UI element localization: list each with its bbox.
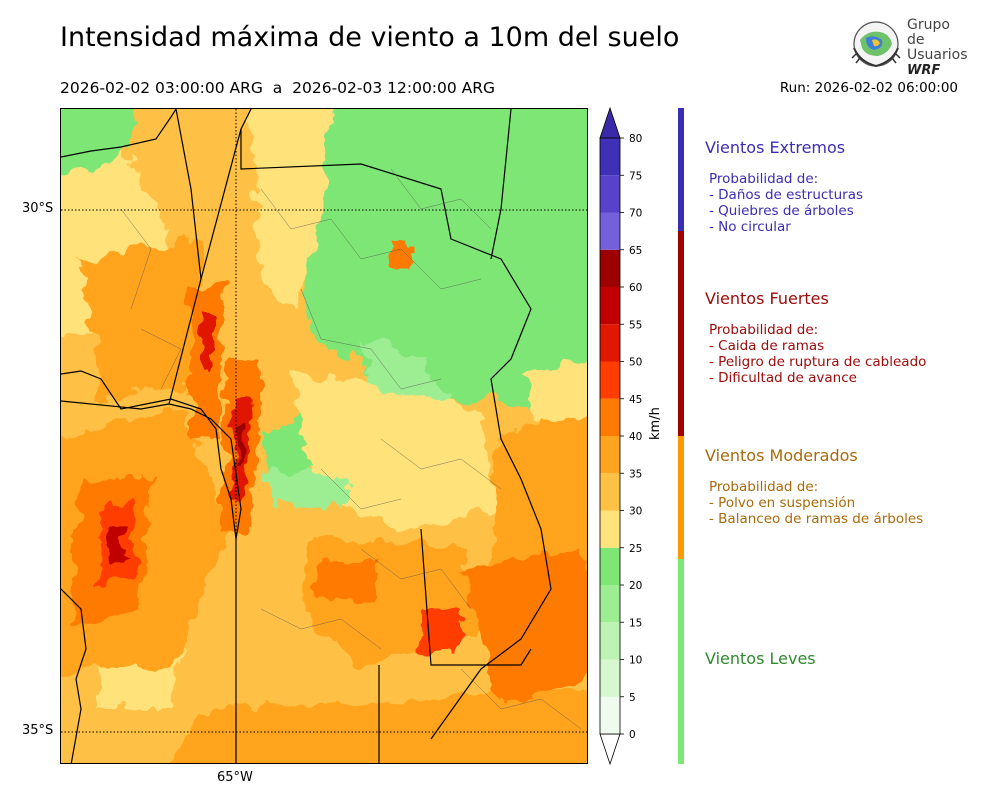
colorbar-bin-55-60 — [600, 287, 620, 325]
category-fuertes: Vientos Fuertes Probabilidad de: - Caida… — [705, 289, 926, 386]
colorbar-tick-label-45: 45 — [629, 394, 642, 406]
colorbar-unit: km/h — [648, 407, 663, 440]
colorbar-tick-label-15: 15 — [629, 617, 642, 629]
department-borders — [120, 168, 582, 730]
category-strip-1 — [678, 231, 684, 436]
colorbar-tick-label-70: 70 — [629, 208, 642, 220]
colorbar-bin-25-30 — [600, 510, 620, 548]
graticule — [61, 109, 587, 763]
colorbar-tick-label-55: 55 — [629, 319, 642, 331]
lon-label-65w: 65°W — [217, 770, 253, 785]
category-moderados-body: Probabilidad de: - Polvo en suspensión -… — [709, 479, 924, 527]
category-leves: Vientos Leves — [705, 649, 816, 682]
category-extremos-title: Vientos Extremos — [705, 138, 846, 157]
colorbar-bin-35-40 — [600, 436, 620, 474]
colorbar-tick-label-75: 75 — [629, 170, 642, 182]
category-extremos: Vientos Extremos Probabilidad de: - Daño… — [705, 138, 863, 235]
colorbar-bin-20-25 — [600, 547, 620, 585]
category-fuertes-body: Probabilidad de: - Caida de ramas - Peli… — [709, 322, 927, 386]
colorbar-tick-label-80: 80 — [629, 133, 642, 145]
region-calm-northeast — [301, 109, 587, 419]
province-border — [61, 109, 177, 158]
colorbar-extend-high — [599, 106, 621, 139]
province-border — [240, 129, 552, 670]
colorbar-bin-40-45 — [600, 398, 620, 436]
province-borders — [61, 109, 552, 763]
category-strip-3 — [678, 559, 684, 764]
province-border — [61, 588, 87, 763]
colorbar-bin-70-75 — [600, 175, 620, 213]
colorbar-tick-label-65: 65 — [629, 245, 642, 257]
colorbar-bin-65-70 — [600, 212, 620, 250]
logo-line-3: WRF — [907, 63, 941, 78]
category-leves-title: Vientos Leves — [705, 649, 816, 668]
colorbar-bin-30-35 — [600, 473, 620, 511]
colorbar-tick-label-25: 25 — [629, 543, 642, 555]
colorbar-tick-label-35: 35 — [629, 468, 642, 480]
category-extremos-body: Probabilidad de: - Daños de estructuras … — [709, 171, 864, 235]
colorbar-bin-45-50 — [600, 361, 620, 399]
colorbar-tick-label-40: 40 — [629, 431, 642, 443]
wind-field — [61, 109, 587, 763]
province-border — [490, 109, 512, 260]
province-border — [168, 403, 242, 540]
colorbar-bin-50-55 — [600, 324, 620, 362]
colorbar: 0 5 10 15 20 25 30 35 40 45 50 55 60 65 70 75 80 — [596, 100, 666, 780]
lat-label-30s: 30°S — [22, 201, 54, 216]
colorbar-bin-75-80 — [600, 138, 620, 176]
wind-map — [60, 108, 588, 764]
logo-line-1: Grupo de — [907, 17, 950, 48]
valid-period: 2026-02-02 03:00:00 ARG a 2026-02-03 12:… — [60, 79, 496, 97]
lat-label-35s: 35°S — [22, 723, 54, 738]
run-time: Run: 2026-02-02 06:00:00 — [779, 80, 958, 96]
colorbar-tick-label-20: 20 — [629, 580, 642, 592]
colorbar-bin-15-20 — [600, 585, 620, 623]
category-fuertes-title: Vientos Fuertes — [705, 289, 829, 308]
colorbar-tick-label-5: 5 — [629, 692, 636, 704]
colorbar-bin-0-5 — [600, 696, 620, 734]
globe-logo-icon — [851, 21, 901, 68]
colorbar-bin-5-10 — [600, 659, 620, 697]
colorbar-tick-label-50: 50 — [629, 357, 642, 369]
colorbar-tick-label-0: 0 — [629, 729, 636, 741]
category-strip-2 — [678, 436, 684, 559]
colorbar-tick-label-30: 30 — [629, 506, 642, 518]
colorbar-bin-10-15 — [600, 622, 620, 660]
colorbar-tick-label-10: 10 — [629, 655, 642, 667]
category-strip-0 — [678, 108, 684, 231]
grupo-wrf-logo: Grupo de Usuarios WRF — [848, 16, 968, 78]
category-moderados: Vientos Moderados Probabilidad de: - Pol… — [705, 446, 923, 527]
colorbar-extend-low — [599, 733, 621, 766]
colorbar-tick-label-60: 60 — [629, 282, 642, 294]
country-border — [61, 370, 237, 540]
logo-line-2: Usuarios — [907, 47, 968, 63]
province-border — [420, 528, 532, 666]
colorbar-bin-60-65 — [600, 249, 620, 287]
map-title: Intensidad máxima de viento a 10m del su… — [60, 22, 680, 53]
category-moderados-title: Vientos Moderados — [705, 446, 858, 465]
